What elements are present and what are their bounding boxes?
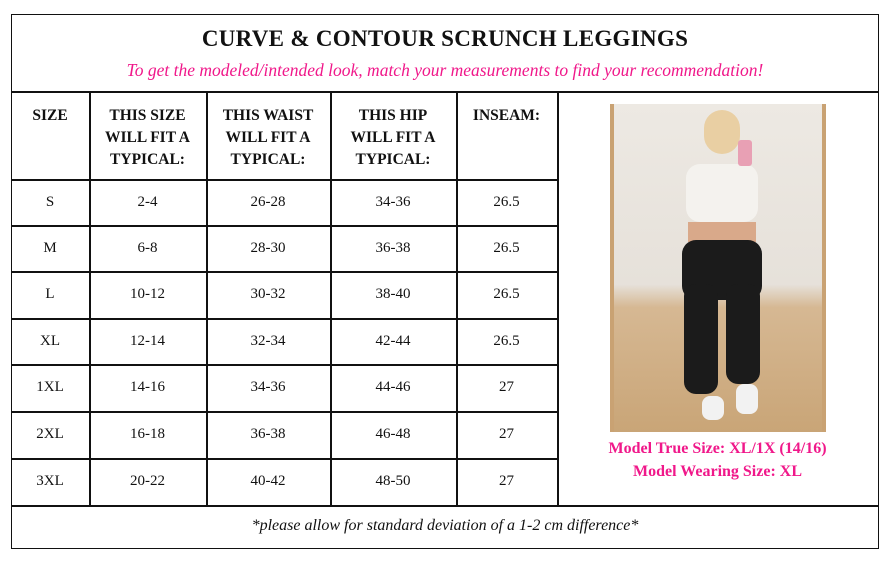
table-cell: 2-4 xyxy=(137,193,158,210)
row-divider xyxy=(11,411,557,413)
chart-subtitle: To get the modeled/intended look, match … xyxy=(126,60,764,80)
column-divider xyxy=(330,92,332,505)
row-divider xyxy=(11,225,557,227)
table-cell: S xyxy=(45,193,55,210)
table-cell: 3XL xyxy=(36,473,64,489)
column-divider xyxy=(89,92,91,505)
table-cell: 26.5 xyxy=(493,332,520,349)
table-cell: 40-42 xyxy=(250,473,286,489)
table-cell: 27 xyxy=(499,426,514,442)
table-cell: 34-36 xyxy=(375,193,411,210)
table-cell: 34-36 xyxy=(250,379,286,395)
table-cell: 26.5 xyxy=(493,193,520,210)
table-cell: 2XL xyxy=(36,426,64,442)
table-cell: XL xyxy=(40,332,60,349)
table-cell: 36-38 xyxy=(250,426,286,442)
column-header: THIS HIP WILL FIT A TYPICAL: xyxy=(350,107,436,168)
model-true-size: Model True Size: XL/1X (14/16) xyxy=(608,440,827,457)
divider xyxy=(11,505,879,507)
table-cell: L xyxy=(45,286,55,302)
table-cell: 36-38 xyxy=(375,239,411,256)
table-cell: 30-32 xyxy=(250,286,286,302)
footer-note: *please allow for standard deviation of … xyxy=(251,517,639,534)
table-cell: 48-50 xyxy=(375,473,411,489)
row-divider xyxy=(11,458,557,460)
table-cell: 38-40 xyxy=(375,286,411,302)
table-cell: 10-12 xyxy=(130,286,165,302)
column-header: THIS SIZE WILL FIT A TYPICAL: xyxy=(104,107,190,168)
column-divider xyxy=(206,92,208,505)
table-cell: 27 xyxy=(499,473,514,489)
table-cell: 28-30 xyxy=(250,239,286,256)
row-divider xyxy=(11,271,557,273)
table-cell: 42-44 xyxy=(375,332,411,349)
row-divider xyxy=(11,179,557,181)
model-wearing-size: Model Wearing Size: XL xyxy=(632,463,803,480)
table-cell: 26-28 xyxy=(250,193,286,210)
table-cell: 16-18 xyxy=(130,426,165,442)
table-cell: 44-46 xyxy=(375,379,411,395)
table-cell: M xyxy=(43,239,57,256)
column-divider xyxy=(557,92,559,505)
row-divider xyxy=(11,318,557,320)
table-cell: 32-34 xyxy=(250,332,286,349)
table-cell: 6-8 xyxy=(137,239,158,256)
column-divider xyxy=(456,92,458,505)
chart-title: CURVE & CONTOUR SCRUNCH LEGGINGS xyxy=(201,26,689,51)
table-cell: 14-16 xyxy=(130,379,165,395)
model-photo xyxy=(610,104,826,432)
table-cell: 46-48 xyxy=(375,426,411,442)
table-cell: 1XL xyxy=(36,379,64,395)
column-header: SIZE xyxy=(32,107,68,124)
table-cell: 27 xyxy=(499,379,514,395)
table-cell: 20-22 xyxy=(130,473,165,489)
row-divider xyxy=(11,364,557,366)
size-chart-frame xyxy=(11,14,879,549)
table-cell: 12-14 xyxy=(130,332,165,349)
column-header: THIS WAIST WILL FIT A TYPICAL: xyxy=(222,107,314,168)
column-header: INSEAM: xyxy=(472,107,541,124)
table-cell: 26.5 xyxy=(493,239,520,256)
divider xyxy=(11,91,879,93)
table-cell: 26.5 xyxy=(493,286,520,302)
